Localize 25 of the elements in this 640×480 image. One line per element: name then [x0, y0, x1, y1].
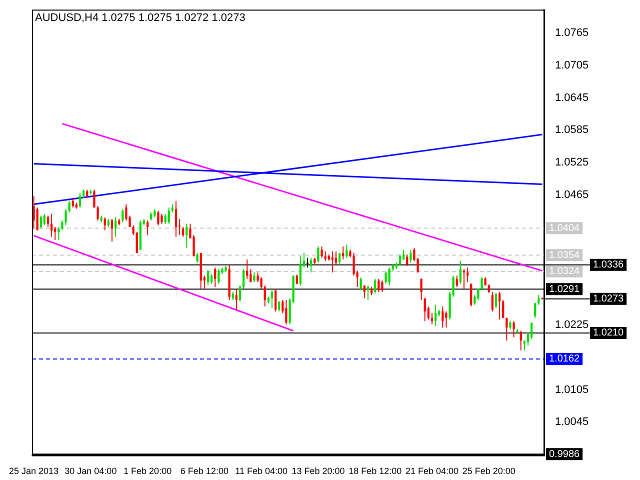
x-tick-label: 25 Jan 2013 [9, 466, 59, 476]
ref-line-label: 0.9986 [549, 448, 580, 460]
x-tick-label: 21 Feb 04:00 [405, 466, 459, 476]
y-tick-label: 1.0525 [555, 156, 589, 169]
y-tick-label: 1.0465 [555, 189, 589, 202]
y-tick-label: 1.0225 [555, 318, 589, 331]
ref-line-label: 1.0336 [593, 260, 624, 271]
x-tick-label: 11 Feb 04:00 [235, 466, 288, 476]
text: 1.0273 [593, 294, 624, 305]
y-tick-label: 1.0645 [555, 92, 589, 104]
chart-title: AUDUSD,H4 1.0275 1.0275 1.0272 1.0273 [35, 12, 246, 24]
ref-line-label: 1.0291 [549, 284, 580, 295]
x-tick-label: 13 Feb 20:00 [292, 466, 345, 476]
y-tick-label: 1.0105 [555, 384, 589, 396]
x-tick-label: 6 Feb 12:00 [180, 466, 228, 476]
y-tick-label: 1.0045 [555, 416, 589, 428]
x-tick-label: 30 Jan 04:00 [64, 466, 117, 476]
ref-line-label: 1.0162 [549, 354, 580, 365]
y-tick-label: 1.0585 [555, 124, 589, 136]
y-tick-label: 1.0705 [555, 59, 589, 72]
x-tick-label: 25 Feb 20:00 [462, 466, 516, 476]
y-tick-label: 1.0765 [555, 26, 589, 39]
ref-line-label: 1.0210 [593, 328, 624, 339]
x-tick-label: 18 Feb 12:00 [348, 466, 402, 476]
x-tick-label: 1 Feb 20:00 [124, 466, 172, 476]
